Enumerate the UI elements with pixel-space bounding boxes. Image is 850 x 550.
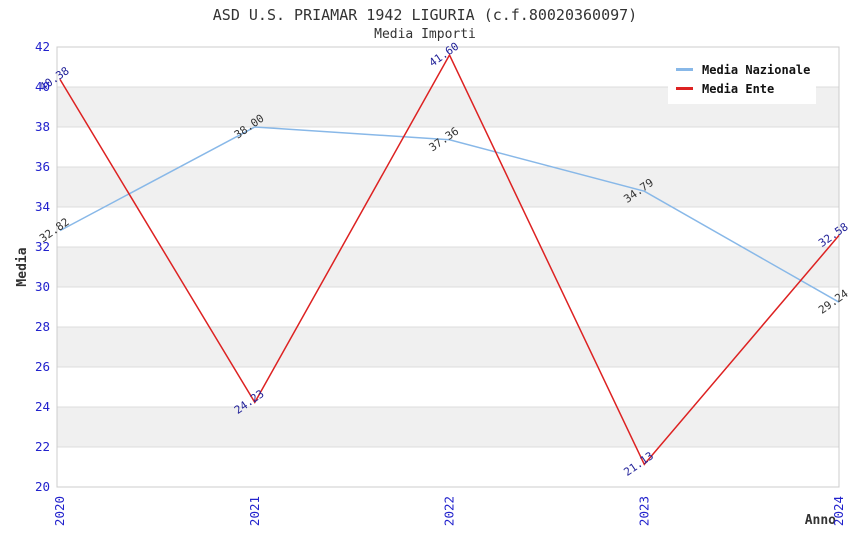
chart-title: ASD U.S. PRIAMAR 1942 LIGURIA (c.f.80020… — [212, 6, 638, 24]
plot-border — [56, 46, 840, 488]
y-tick-label: 40 — [35, 79, 50, 94]
x-tick-label: 2023 — [636, 496, 651, 526]
x-tick-label: 2021 — [247, 496, 262, 526]
y-tick-label: 24 — [35, 399, 50, 414]
x-tick-label: 2024 — [831, 496, 846, 526]
chart-subtitle: Media Importi — [374, 27, 476, 42]
y-tick-label: 34 — [35, 199, 50, 214]
y-tick-label: 26 — [35, 359, 50, 374]
y-tick-label: 28 — [35, 319, 50, 334]
series-line-media-ente — [59, 53, 840, 466]
data-label-media-nazionale: 37.36 — [427, 125, 462, 155]
legend-label-media-nazionale: Media Nazionale — [702, 62, 811, 77]
series-line-media-nazionale — [59, 126, 840, 303]
legend-item-media-ente: Media Ente — [676, 79, 808, 98]
y-tick-label: 42 — [35, 39, 50, 54]
y-tick-label: 20 — [35, 479, 50, 494]
x-tick-label: 2020 — [52, 496, 67, 526]
legend-swatch-red-line-icon — [676, 87, 693, 90]
data-label-media-ente: 32.58 — [816, 220, 850, 250]
legend-item-media-nazionale: Media Nazionale — [676, 60, 811, 79]
chart-legend: Media Nazionale Media Ente — [668, 55, 816, 104]
legend-swatch-blue-line-icon — [676, 68, 693, 71]
x-axis-label: Anno — [805, 513, 836, 528]
y-axis-label: Media — [15, 247, 30, 286]
y-tick-label: 32 — [35, 239, 50, 254]
x-tick-label: 2022 — [442, 496, 457, 526]
plot-band — [57, 247, 839, 287]
y-tick-label: 38 — [35, 119, 50, 134]
y-tick-label: 30 — [35, 279, 50, 294]
plot-band — [57, 327, 839, 367]
plot-band — [57, 167, 839, 207]
legend-label-media-ente: Media Ente — [702, 81, 775, 96]
plot-band — [57, 407, 839, 447]
y-tick-label: 36 — [35, 159, 50, 174]
y-tick-label: 22 — [35, 439, 50, 454]
